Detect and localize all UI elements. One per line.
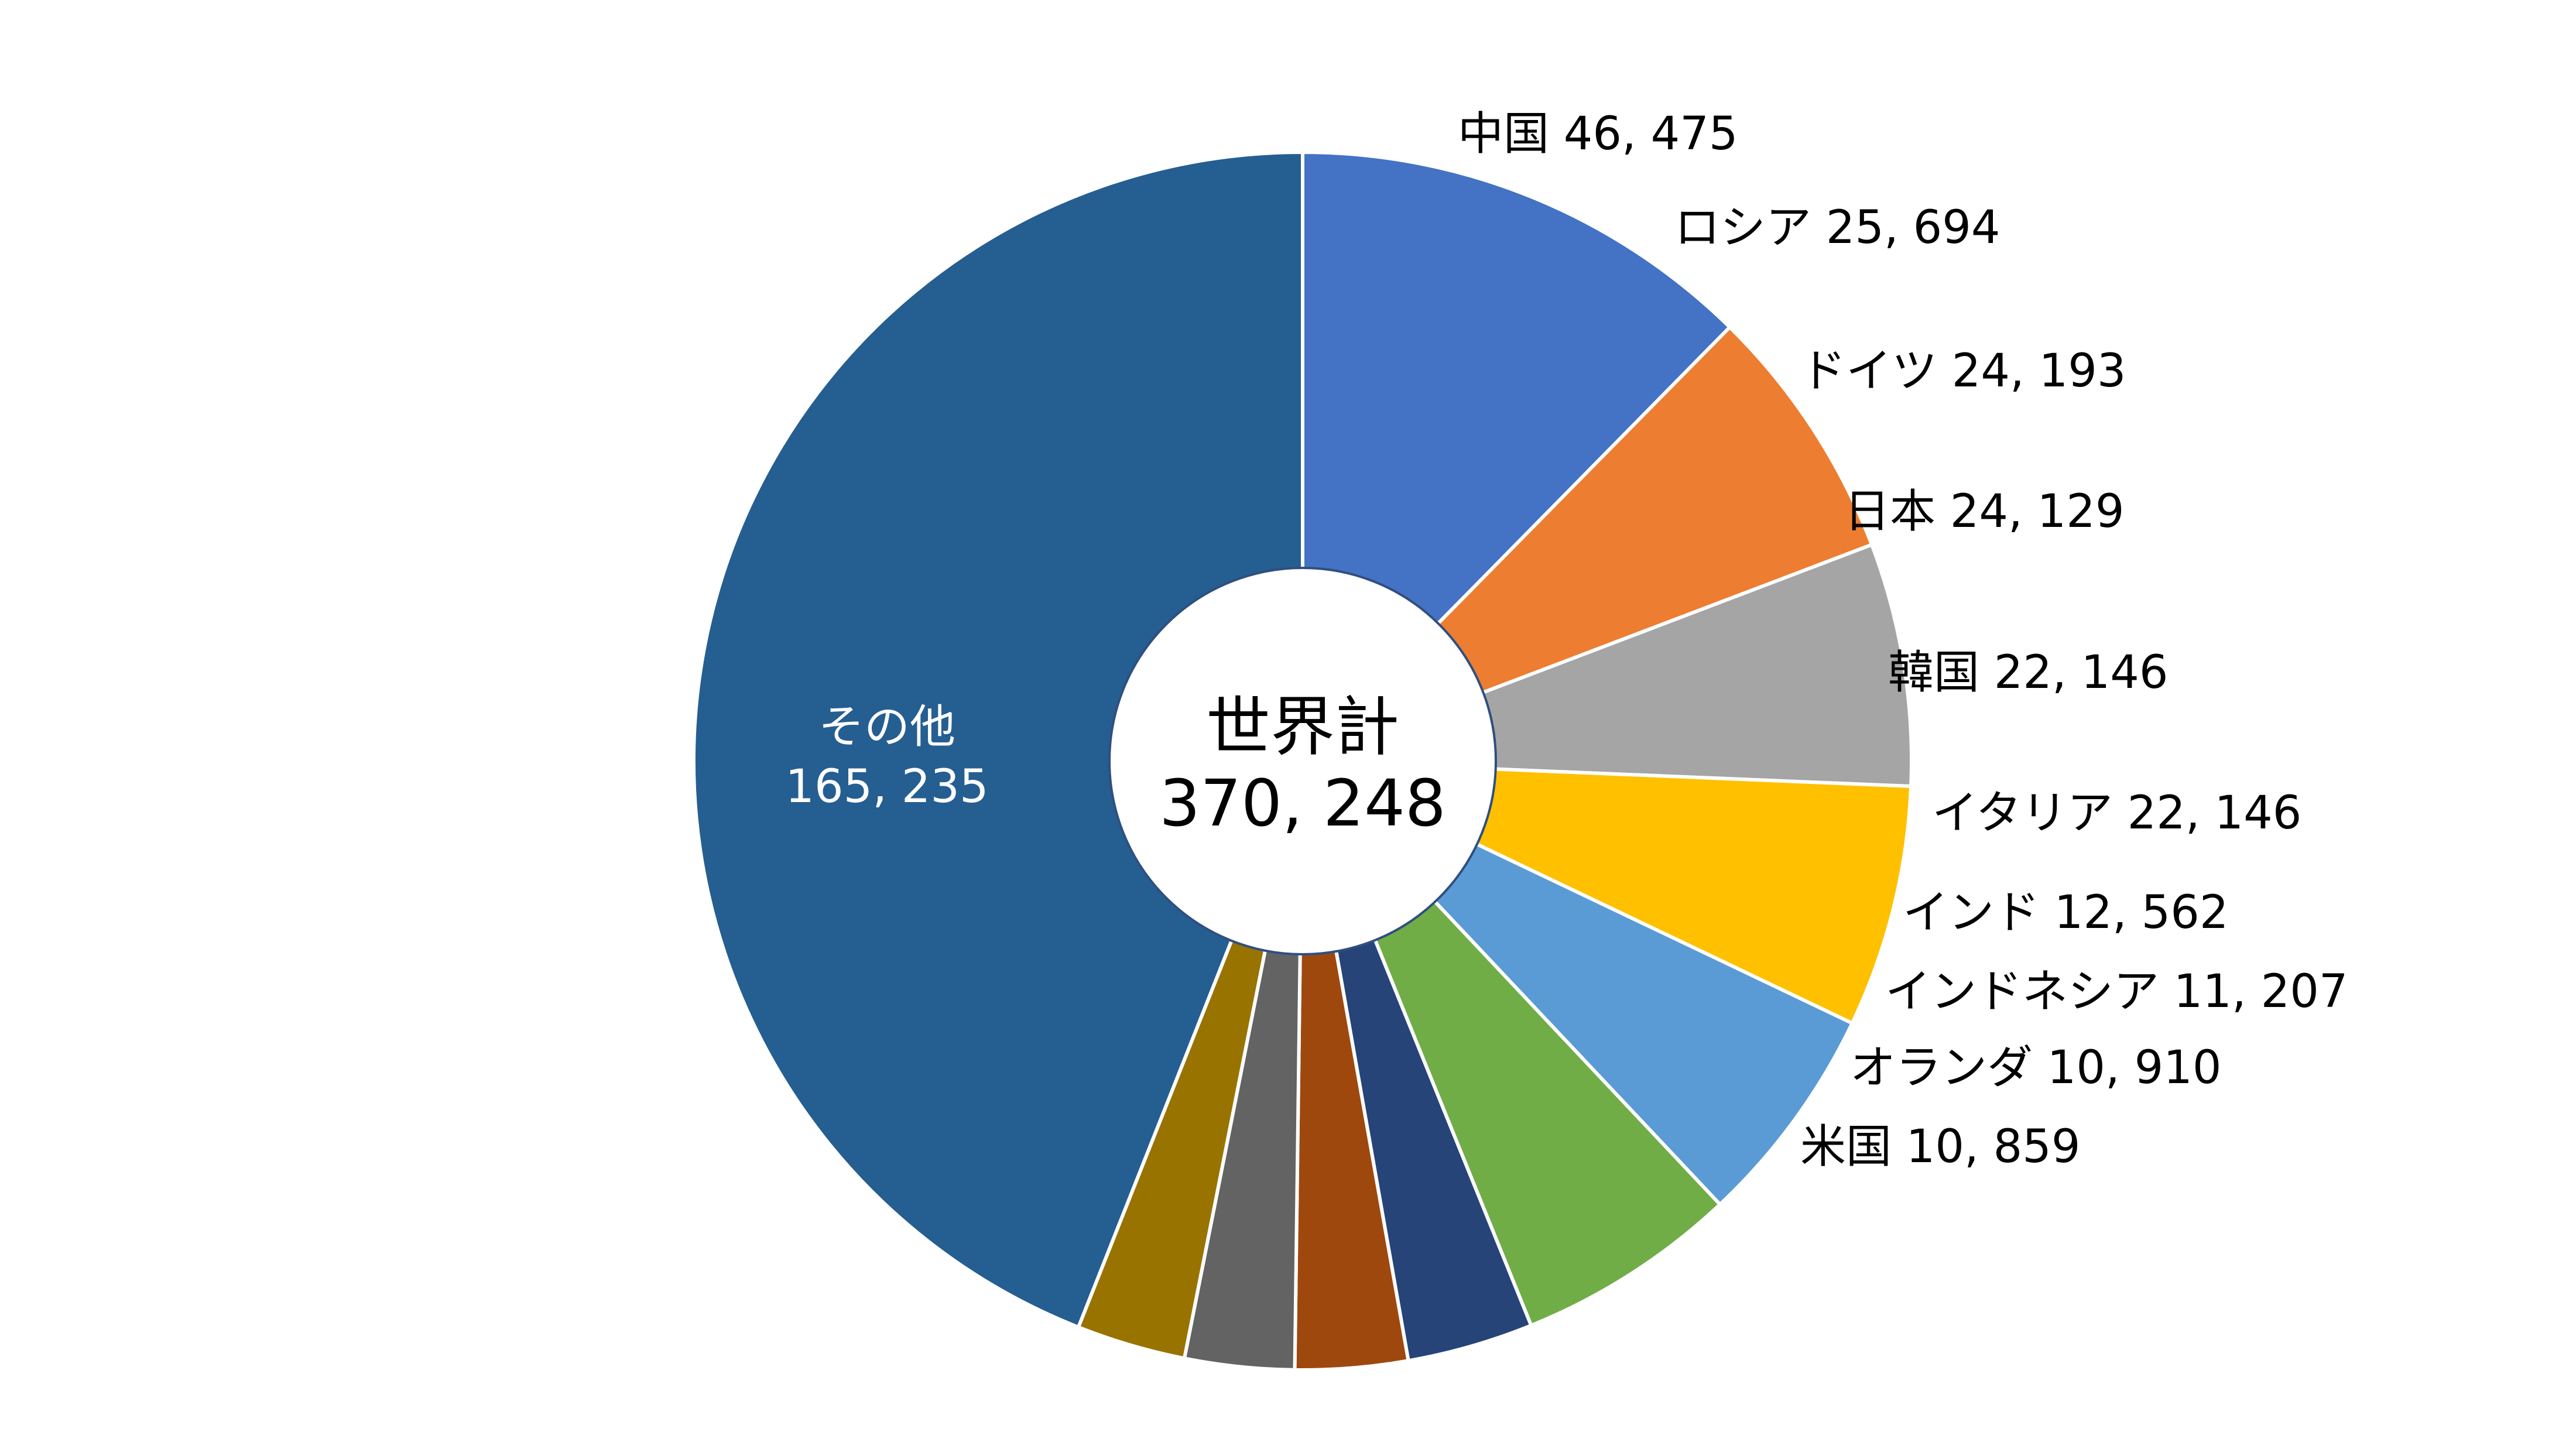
slice-label: イタリア 22, 146: [1932, 787, 2301, 840]
pie-slice: [691, 150, 1304, 1330]
slice-label: ドイツ 24, 193: [1800, 345, 2126, 398]
slice-label: 中国 46, 475: [1458, 108, 1738, 160]
center-title: 世界計: [1206, 690, 1399, 765]
slice-label: インドネシア 11, 207: [1885, 965, 2348, 1018]
slice-label: 米国 10, 859: [1800, 1121, 2081, 1173]
labels-group: 中国 46, 475 ロシア 25, 694 ドイツ 24, 193 日本 24, 1…: [785, 108, 2348, 1173]
slice-label: ロシア 25, 694: [1674, 201, 2000, 254]
center-total-value: 370, 248: [1159, 766, 1446, 841]
slice-label: インド 12, 562: [1903, 886, 2229, 939]
slice-label: 韓国 22, 146: [1888, 646, 2169, 699]
slice-label: オランダ 10, 910: [1850, 1042, 2222, 1094]
slice-label-value: 165, 235: [785, 761, 988, 813]
doughnut-hole: [1108, 567, 1497, 955]
slice-label-name: その他: [818, 701, 955, 753]
slice-label: 日本 24, 129: [1844, 485, 2125, 538]
